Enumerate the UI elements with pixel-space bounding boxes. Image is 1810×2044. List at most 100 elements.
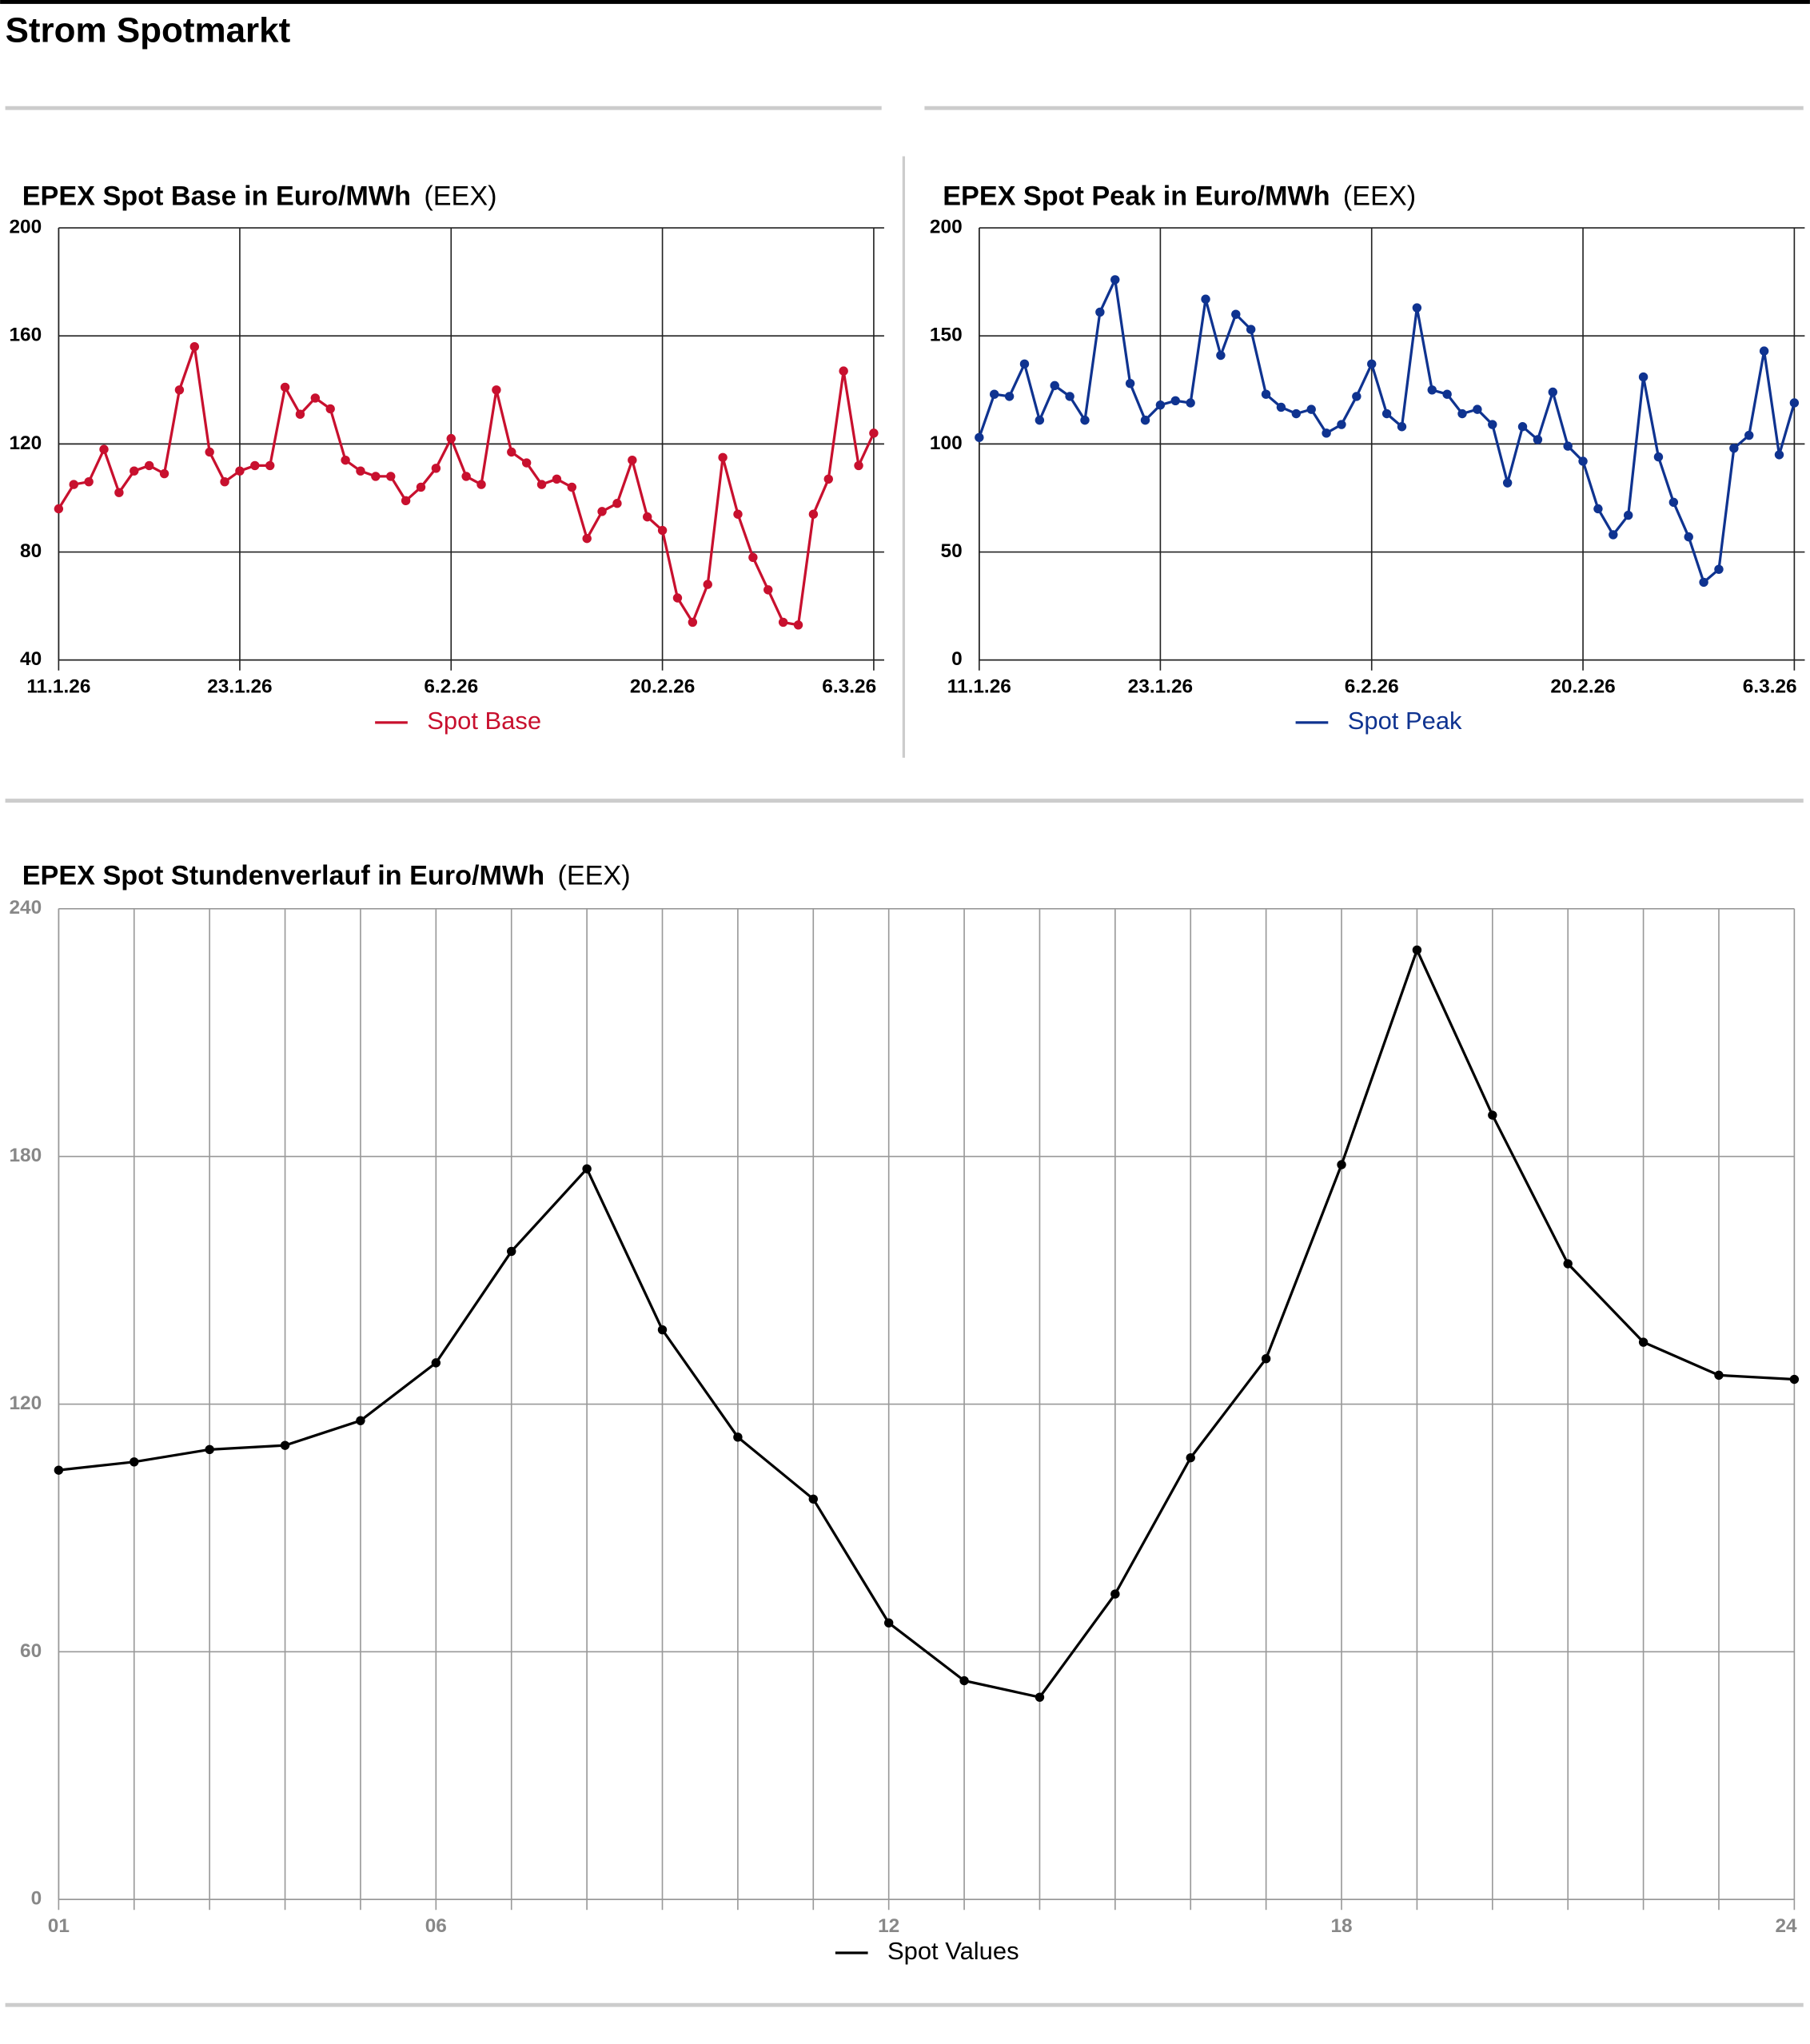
data-point xyxy=(280,1440,290,1450)
data-point xyxy=(1609,530,1618,540)
data-point xyxy=(959,1675,969,1686)
data-point xyxy=(1427,385,1437,395)
data-point xyxy=(492,385,501,395)
chart-title: EPEX Spot Base in Euro/MWh (EEX) xyxy=(22,181,497,212)
data-point xyxy=(1110,1589,1120,1599)
data-point xyxy=(536,480,547,489)
data-point xyxy=(1578,456,1588,466)
y-tick-label: 80 xyxy=(20,540,42,562)
data-point xyxy=(341,455,350,465)
data-point xyxy=(174,385,185,395)
data-point xyxy=(159,468,169,479)
data-point xyxy=(1216,350,1226,361)
top-bar xyxy=(0,0,1810,4)
data-point xyxy=(1638,1337,1649,1347)
data-point xyxy=(1789,398,1800,408)
data-point xyxy=(1789,1374,1800,1385)
data-point xyxy=(1291,408,1302,419)
data-point xyxy=(235,466,245,476)
series-line xyxy=(58,946,1795,1699)
data-point xyxy=(1246,325,1256,334)
data-point xyxy=(1502,478,1513,488)
data-point xyxy=(854,460,863,471)
data-point xyxy=(1397,422,1407,432)
data-point xyxy=(401,496,411,506)
data-point xyxy=(643,512,652,522)
x-tick-label: 20.2.26 xyxy=(1550,675,1615,697)
x-tick-label: 06 xyxy=(425,1915,447,1937)
data-point xyxy=(431,1358,441,1368)
x-tick-label: 18 xyxy=(1330,1915,1352,1937)
data-point xyxy=(552,474,562,484)
data-point xyxy=(793,620,803,630)
data-point xyxy=(130,1457,139,1467)
data-point xyxy=(1412,945,1422,955)
data-point xyxy=(114,488,124,497)
data-point xyxy=(657,525,668,536)
data-point xyxy=(703,580,712,589)
data-point xyxy=(597,507,607,516)
data-point xyxy=(144,460,154,471)
data-point xyxy=(718,452,728,462)
chart-title-main: EPEX Spot Base in Euro/MWh xyxy=(22,181,411,212)
chart-title-main: EPEX Spot Peak in Euro/MWh xyxy=(943,181,1330,212)
chart-source: (EEX) xyxy=(424,181,496,212)
data-point xyxy=(1714,1370,1724,1381)
data-point xyxy=(748,552,758,563)
data-point xyxy=(99,444,109,454)
data-point xyxy=(1306,404,1316,414)
data-point xyxy=(1050,381,1059,391)
data-point xyxy=(1517,422,1528,432)
data-point xyxy=(386,472,396,481)
data-point xyxy=(1261,389,1271,399)
data-point xyxy=(657,1325,668,1335)
y-tick-label: 40 xyxy=(20,648,42,670)
data-point xyxy=(823,474,833,484)
legend-label: Spot Values xyxy=(887,1937,1019,1965)
data-point xyxy=(356,466,365,476)
legend-label: Spot Base xyxy=(427,707,541,735)
data-point xyxy=(1638,372,1649,382)
data-point xyxy=(205,1444,214,1455)
data-point xyxy=(280,382,290,392)
data-point xyxy=(1668,497,1679,508)
x-tick-label: 23.1.26 xyxy=(207,675,272,697)
data-point xyxy=(1322,428,1331,438)
data-point xyxy=(1201,294,1210,304)
y-tick-label: 120 xyxy=(9,1393,42,1414)
chart-source: (EEX) xyxy=(1343,181,1416,212)
data-point xyxy=(1684,532,1693,542)
data-point xyxy=(1623,510,1633,520)
chart-title: EPEX Spot Peak in Euro/MWh (EEX) xyxy=(943,181,1416,212)
data-point xyxy=(733,1432,743,1442)
data-point xyxy=(808,509,819,519)
data-point xyxy=(1367,359,1377,369)
y-tick-label: 160 xyxy=(9,325,42,346)
data-point xyxy=(1593,504,1603,514)
data-point xyxy=(476,480,486,489)
data-point xyxy=(1533,435,1543,444)
data-point xyxy=(1337,420,1346,429)
data-point xyxy=(990,389,999,399)
data-point xyxy=(325,404,335,414)
x-tick-label: 24 xyxy=(1775,1915,1797,1937)
data-point xyxy=(612,499,622,508)
data-point xyxy=(1563,1259,1573,1269)
chart-title-main: EPEX Spot Stundenverlauf in Euro/MWh xyxy=(22,861,544,891)
y-tick-label: 120 xyxy=(9,432,42,454)
data-point xyxy=(507,1246,516,1257)
data-point xyxy=(84,476,94,487)
data-point xyxy=(1035,415,1045,425)
data-point xyxy=(1473,404,1482,414)
y-tick-label: 60 xyxy=(20,1640,42,1662)
y-tick-label: 0 xyxy=(31,1888,42,1910)
data-point xyxy=(1140,415,1150,425)
x-tick-label: 6.3.26 xyxy=(822,675,876,697)
data-point xyxy=(416,482,426,492)
data-point xyxy=(1774,450,1784,460)
data-point xyxy=(130,466,139,476)
data-point xyxy=(688,617,698,628)
x-tick-label: 20.2.26 xyxy=(630,675,695,697)
